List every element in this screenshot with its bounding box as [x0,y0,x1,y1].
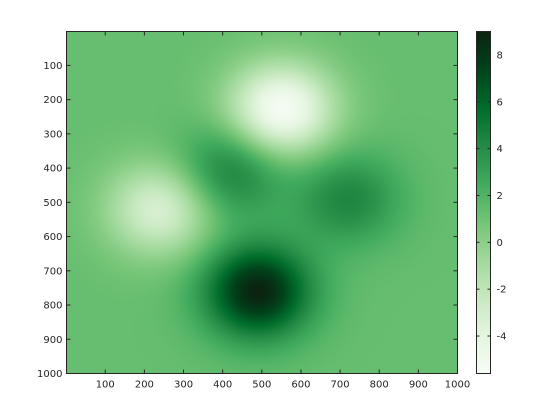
heatmap-image [66,31,458,374]
colorbar-tick-label: 8 [497,50,503,61]
y-tick-label: 100 [43,61,62,72]
colorbar-tick-label: -2 [497,285,507,296]
x-tick-label: 800 [370,380,389,391]
y-tick-label: 900 [43,335,62,346]
colorbar: -4 -2 0 2 4 6 8 [476,31,507,374]
x-tick-label: 500 [252,380,271,391]
y-tick-label: 1000 [37,369,62,380]
x-tick-label: 400 [213,380,232,391]
x-tick-label: 600 [291,380,310,391]
x-tick-label: 200 [135,380,154,391]
y-tick-label: 500 [43,198,62,209]
x-tick-label: 300 [174,380,193,391]
y-tick-label: 400 [43,164,62,175]
y-tick-label: 200 [43,95,62,106]
colorbar-tick-label: 6 [497,97,503,108]
y-tick-label: 300 [43,129,62,140]
colorbar-axis: -4 -2 0 2 4 6 8 [476,50,507,343]
colorbar-tick-label: 2 [497,191,503,202]
colorbar-tick-label: -4 [497,332,507,343]
y-tick-label: 700 [43,266,62,277]
x-axis: 100 200 300 400 500 600 700 800 900 1000 [96,31,470,391]
colorbar-tick-label: 0 [497,238,503,249]
x-tick-label: 700 [331,380,350,391]
x-tick-label: 100 [96,380,115,391]
y-tick-label: 600 [43,232,62,243]
colorbar-gradient [476,31,491,374]
y-tick-label: 800 [43,301,62,312]
x-tick-label: 1000 [445,380,470,391]
x-tick-label: 900 [409,380,428,391]
colorbar-tick-label: 4 [497,144,503,155]
y-axis: 100 200 300 400 500 600 700 800 900 1000 [37,61,458,380]
colorbar-frame [476,31,491,374]
heatmap-plot-area: 100 200 300 400 500 600 700 800 900 1000 100 200 30… [37,31,470,391]
